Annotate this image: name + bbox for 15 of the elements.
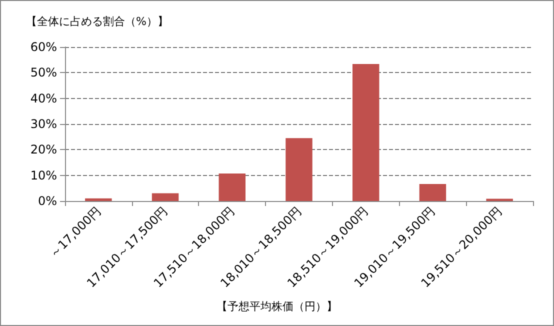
y-tick-label: 30% (30, 117, 57, 131)
bar (352, 64, 380, 201)
bar (152, 193, 179, 201)
y-tick-label: 60% (30, 40, 57, 54)
y-tick-label: 20% (30, 142, 57, 157)
x-axis-title: 【予想平均株価（円）】 (216, 300, 338, 313)
y-tick-label: 0% (38, 194, 57, 208)
y-tick-label: 10% (30, 168, 57, 182)
bar (218, 174, 246, 201)
bar (419, 184, 446, 201)
bar (85, 198, 112, 201)
y-tick-label: 50% (30, 66, 57, 80)
bar (286, 138, 312, 201)
y-axis-title: 【全体に占める割合（%）】 (26, 15, 168, 28)
y-tick-label: 40% (30, 91, 57, 106)
